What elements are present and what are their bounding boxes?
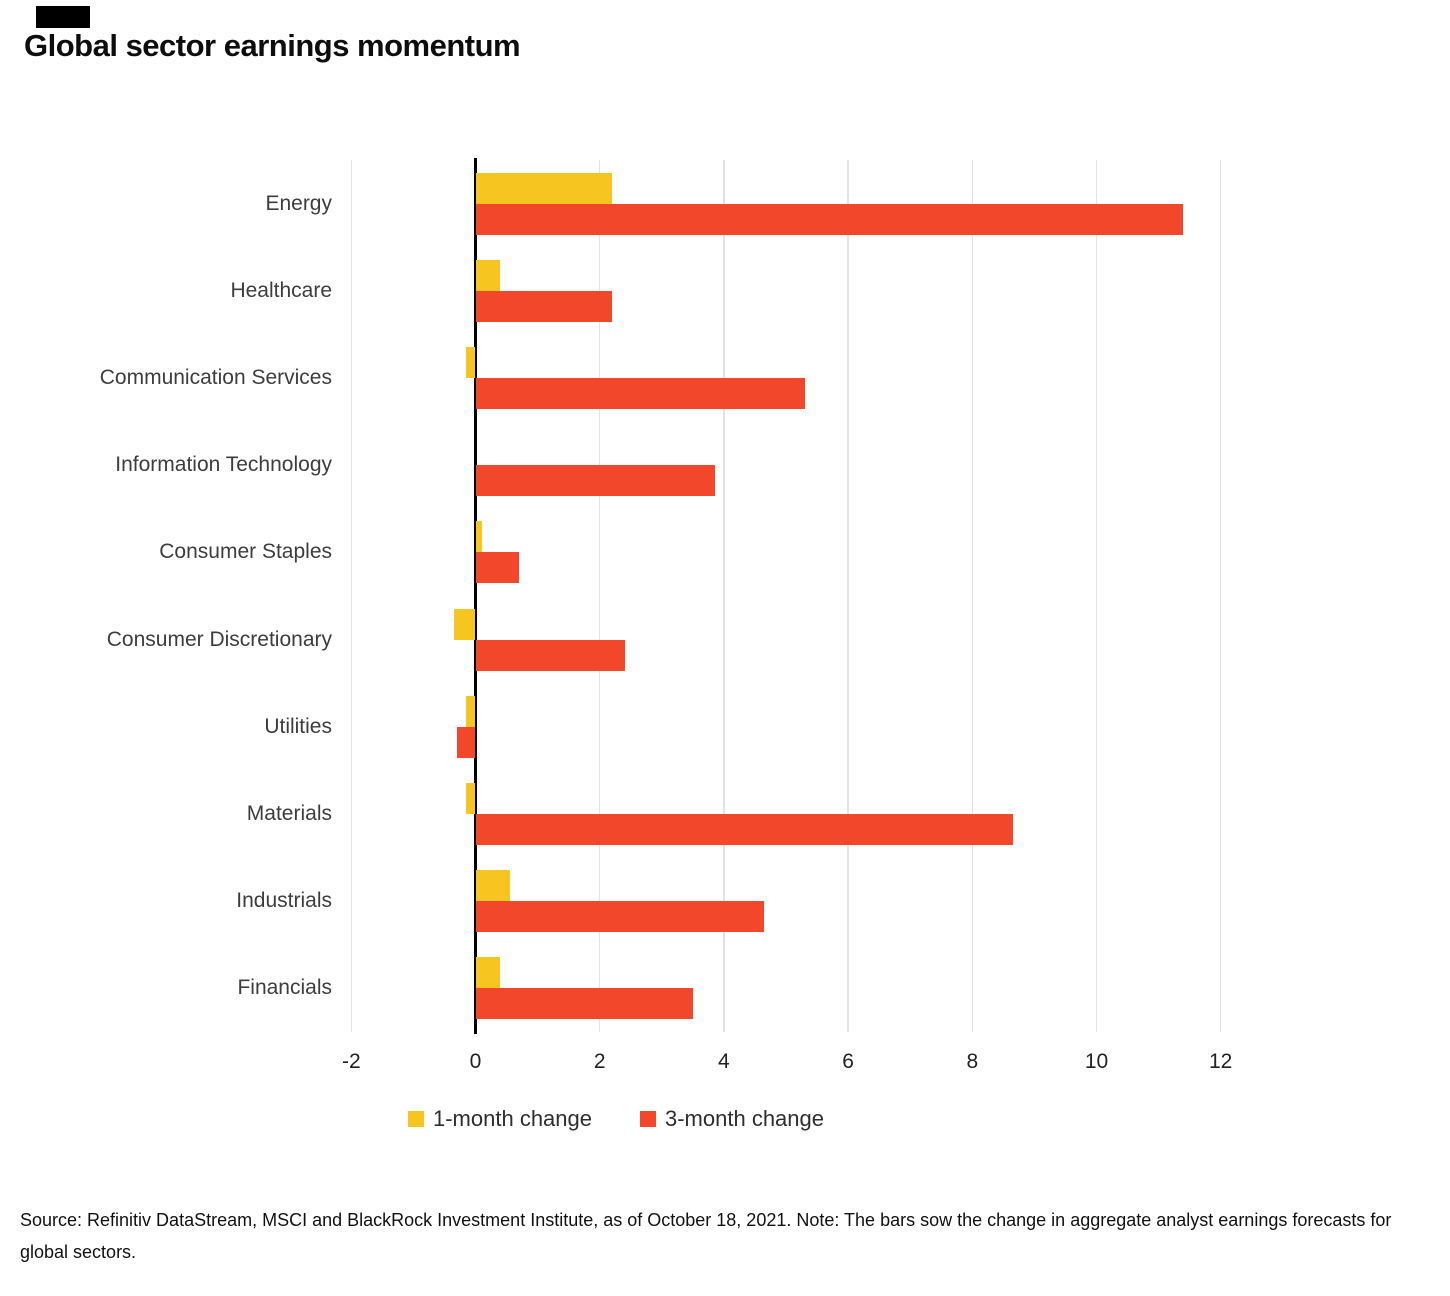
bar-3-month-change-energy [475, 203, 1184, 235]
x-axis-tick-label: -2 [341, 1050, 361, 1073]
bar-3-month-change-industrials [475, 901, 765, 933]
x-axis-tick-label: 8 [966, 1050, 979, 1073]
bar-3-month-change-materials [475, 814, 1013, 845]
gridline-x-12 [1219, 160, 1222, 1032]
category-label-healthcare: Healthcare [230, 278, 332, 302]
gridline-x-8 [971, 160, 974, 1032]
category-label-industrials: Industrials [236, 889, 332, 913]
legend-label-1-month: 1-month change [433, 1106, 592, 1131]
bar-1-month-change-utilities [466, 695, 476, 727]
legend-item-3-month: 3-month change [640, 1106, 824, 1132]
legend-item-1-month: 1-month change [408, 1106, 592, 1132]
category-label-information-technology: Information Technology [115, 453, 332, 477]
bar-1-month-change-industrials [475, 870, 510, 902]
bar-1-month-change-consumer-staples [475, 521, 482, 553]
gridline-x--2 [350, 160, 353, 1032]
bar-1-month-change-energy [475, 172, 613, 204]
category-label-communication-services: Communication Services [99, 366, 332, 389]
gridline-x-4 [723, 160, 725, 1032]
bar-3-month-change-consumer-staples [475, 552, 519, 584]
gridline-x-6 [847, 160, 849, 1032]
bar-3-month-change-utilities [456, 726, 476, 758]
corner-mark [36, 6, 90, 28]
category-label-consumer-discretionary: Consumer Discretionary [106, 627, 332, 651]
bar-3-month-change-consumer-discretionary [475, 639, 625, 671]
legend-swatch-1-month [408, 1111, 424, 1127]
gridline-x-2 [598, 160, 601, 1032]
category-label-consumer-staples: Consumer Staples [159, 540, 332, 564]
category-label-energy: Energy [265, 191, 332, 215]
category-label-utilities: Utilities [264, 714, 332, 738]
chart-legend: 1-month change 3-month change [408, 1106, 824, 1132]
zero-axis-line [474, 158, 477, 1034]
category-label-financials: Financials [237, 976, 332, 1000]
x-axis-tick-label: 12 [1209, 1050, 1233, 1073]
x-axis-tick-label: 4 [718, 1050, 730, 1073]
x-axis-tick-label: 10 [1084, 1050, 1109, 1073]
category-label-materials: Materials [246, 802, 332, 825]
legend-label-3-month: 3-month change [665, 1106, 824, 1131]
chart-title: Global sector earnings momentum [24, 28, 521, 63]
x-axis-tick-label: 6 [842, 1050, 854, 1073]
bar-3-month-change-communication-services [475, 378, 805, 409]
gridline-x-10 [1095, 160, 1098, 1032]
bar-1-month-change-healthcare [475, 259, 501, 291]
bar-1-month-change-consumer-discretionary [453, 608, 476, 640]
x-axis-tick-label: 0 [469, 1050, 482, 1073]
bar-1-month-change-communication-services [466, 347, 476, 378]
bar-3-month-change-financials [475, 988, 693, 1020]
source-note: Source: Refinitiv DataStream, MSCI and B… [20, 1210, 1392, 1262]
legend-swatch-3-month [640, 1111, 656, 1127]
bar-3-month-change-information-technology [475, 465, 715, 497]
bar-3-month-change-healthcare [475, 290, 613, 322]
x-axis-tick-label: 2 [593, 1050, 606, 1073]
bar-1-month-change-financials [475, 957, 501, 989]
bar-1-month-change-materials [466, 783, 476, 814]
